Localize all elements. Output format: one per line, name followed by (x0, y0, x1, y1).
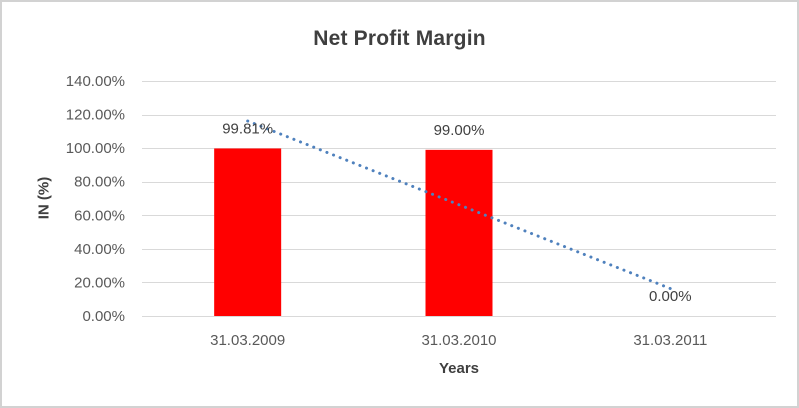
y-axis-tick-label: 120.00% (66, 107, 125, 124)
bar (214, 148, 282, 316)
y-axis-tick-label: 100.00% (66, 140, 125, 157)
y-axis-tick-label: 140.00% (66, 73, 125, 90)
y-axis-tick-label: 60.00% (74, 207, 125, 224)
data-label: 0.00% (649, 288, 692, 305)
x-axis-tick-label: 31.03.2010 (421, 332, 496, 349)
y-axis-tick-label: 0.00% (82, 308, 125, 325)
chart-title: Net Profit Margin (313, 27, 486, 50)
y-axis-tick-label: 80.00% (74, 174, 125, 191)
trendline (246, 119, 672, 291)
x-axis-tick-label: 31.03.2009 (210, 332, 285, 349)
data-label: 99.81% (222, 120, 273, 137)
y-axis-tick-label: 20.00% (74, 274, 125, 291)
bar (425, 149, 493, 316)
x-axis-tick-label: 31.03.2011 (633, 332, 707, 349)
y-axis-tick-label: 40.00% (74, 241, 125, 258)
x-axis-title: Years (438, 360, 480, 377)
data-label: 99.00% (434, 122, 485, 139)
